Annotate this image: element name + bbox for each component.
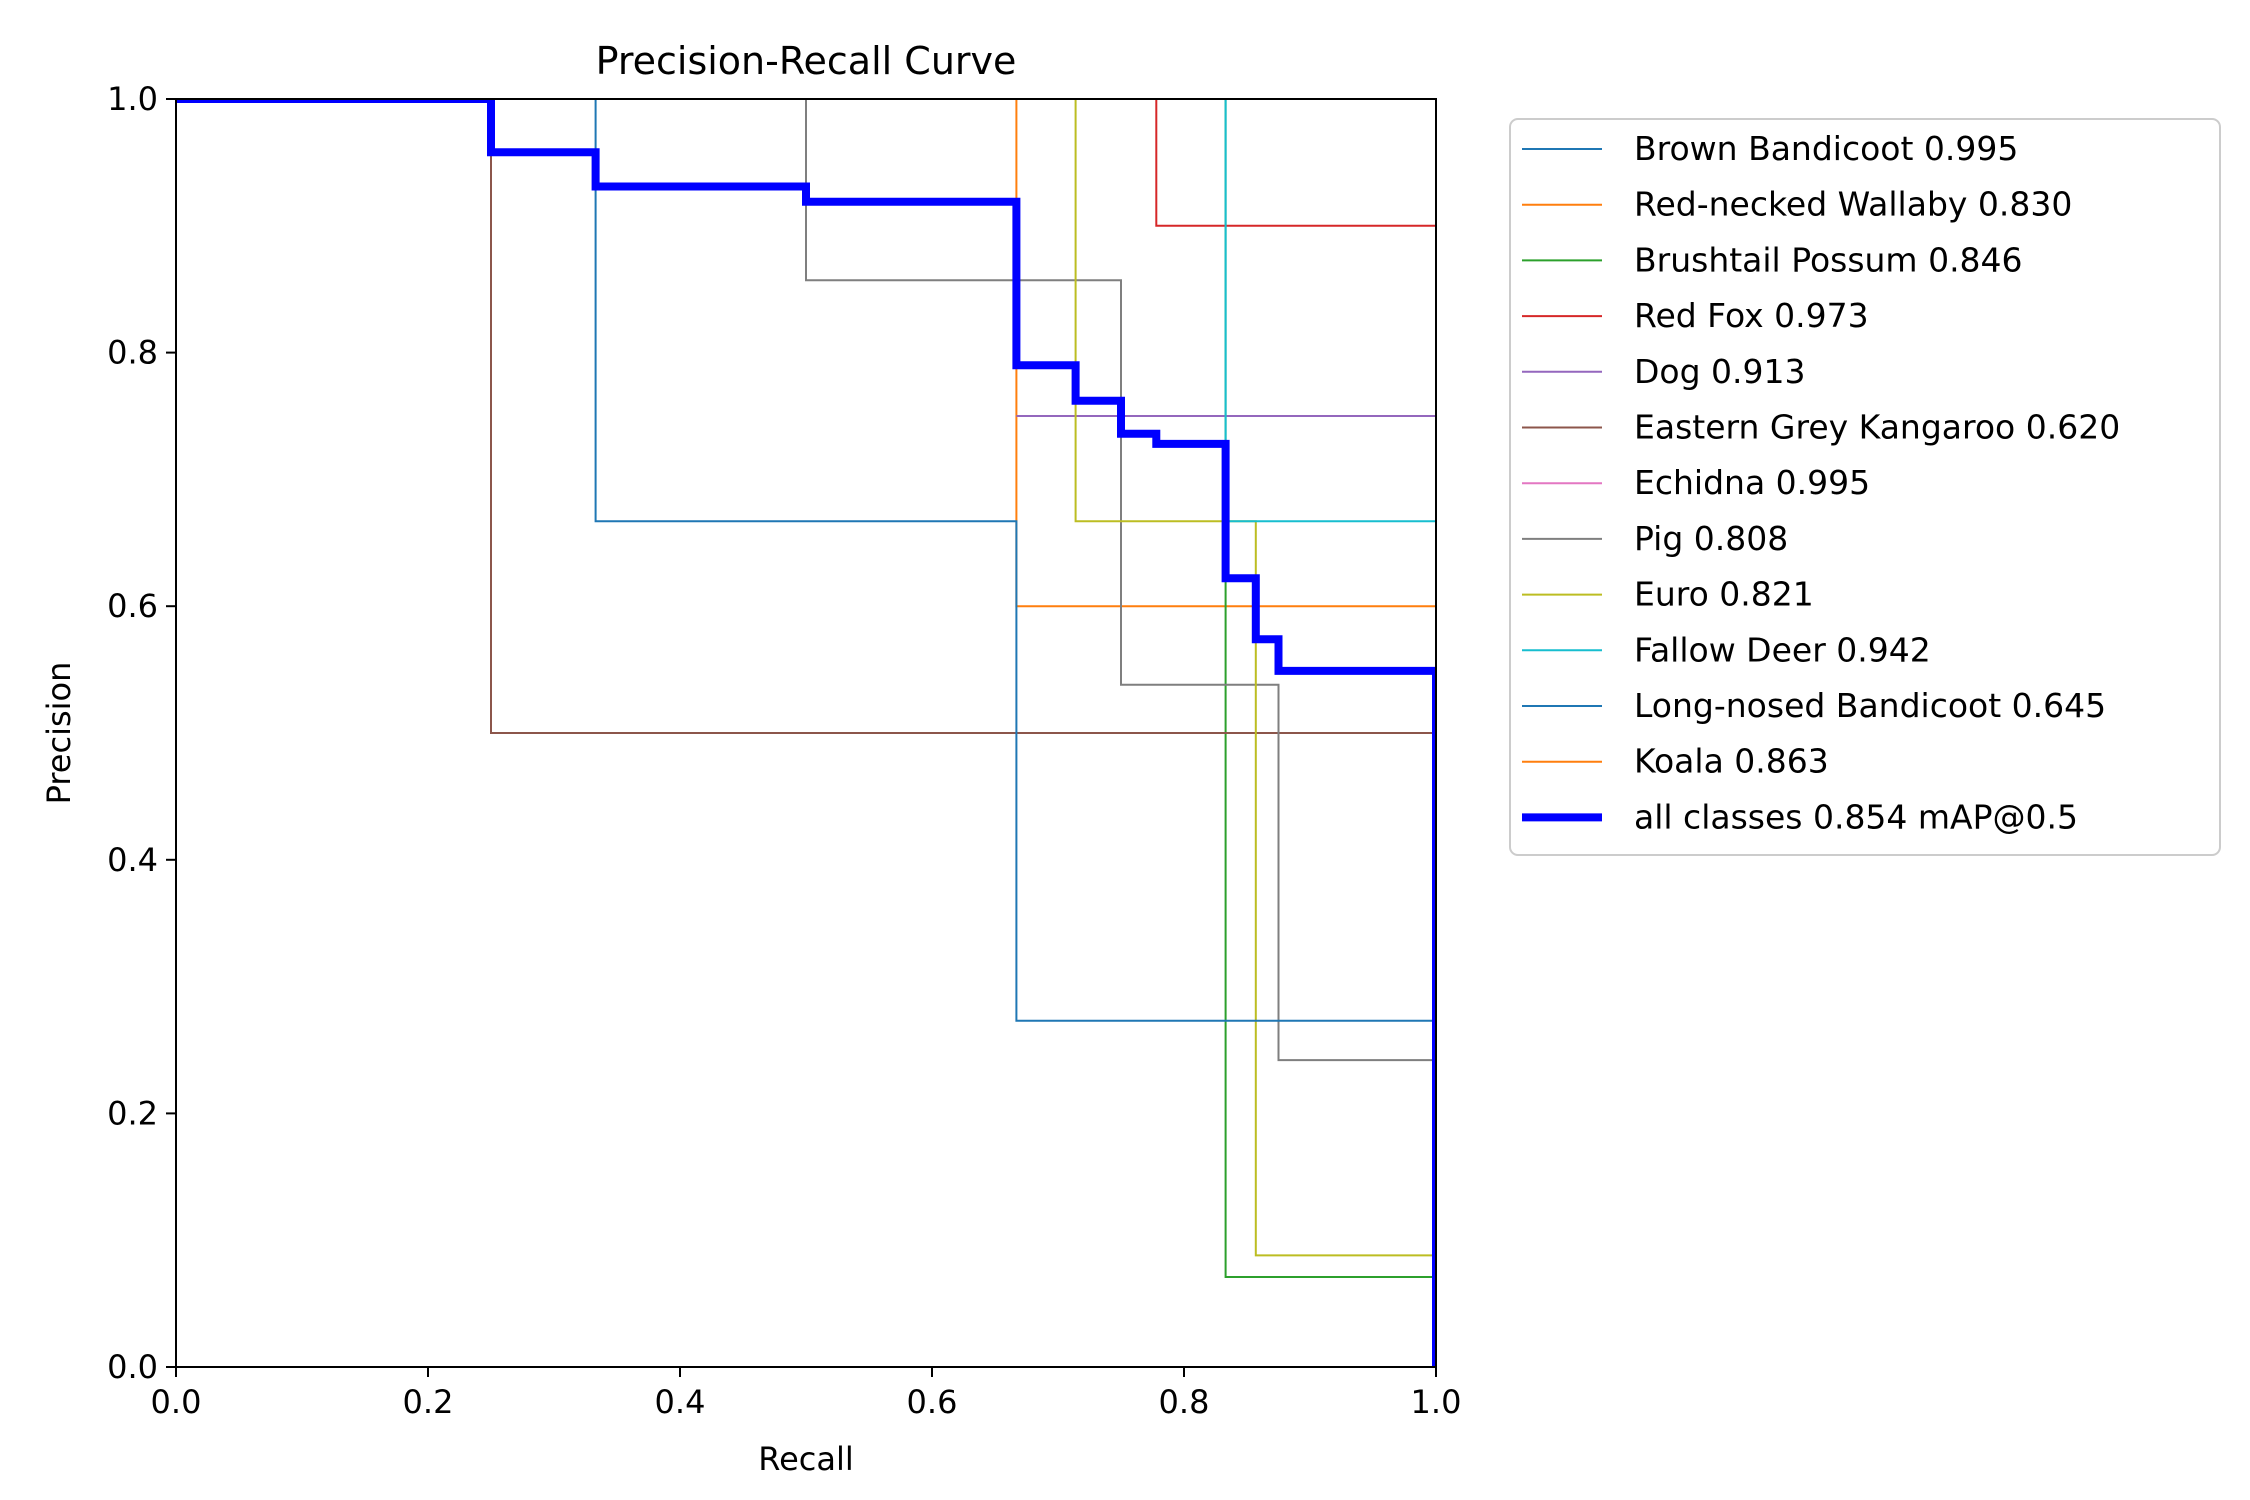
legend-label: Euro 0.821: [1634, 575, 1814, 614]
legend-label: Fallow Deer 0.942: [1634, 630, 1931, 669]
legend-label: all classes 0.854 mAP@0.5: [1634, 797, 2078, 836]
series-line-10: [594, 99, 1436, 1367]
series-line-9: [1224, 99, 1436, 1367]
legend-label: Brown Bandicoot 0.995: [1634, 129, 2018, 168]
legend-label: Red Fox 0.973: [1634, 296, 1869, 335]
x-tick-label: 0.6: [907, 1383, 958, 1421]
legend-label: Pig 0.808: [1634, 519, 1788, 558]
legend-label: Echidna 0.995: [1634, 463, 1870, 502]
x-axis-label: Recall: [758, 1440, 853, 1478]
x-axis: 0.0 0.2 0.4 0.6 0.8 1.0: [151, 1367, 1462, 1421]
y-axis-label: Precision: [40, 662, 78, 805]
y-tick-label: 0.0: [107, 1348, 158, 1386]
series-line-5: [176, 99, 1436, 1367]
legend-label: Koala 0.863: [1634, 742, 1829, 781]
series-line-12: [176, 99, 1436, 1367]
series-line-3: [1155, 99, 1436, 1367]
y-tick-label: 0.4: [107, 841, 158, 879]
y-axis: 0.0 0.2 0.4 0.6 0.8 1.0: [107, 80, 176, 1386]
legend: Brown Bandicoot 0.995 Red-necked Wallaby …: [1509, 118, 2221, 856]
series-layer: [176, 99, 1436, 1367]
legend-label: Eastern Grey Kangaroo 0.620: [1634, 408, 2120, 447]
legend-label: Red-necked Wallaby 0.830: [1634, 185, 2072, 224]
x-tick-label: 0.8: [1159, 1383, 1210, 1421]
legend-label: Long-nosed Bandicoot 0.645: [1634, 686, 2106, 725]
y-tick-label: 1.0: [107, 80, 158, 118]
y-tick-label: 0.2: [107, 1094, 158, 1132]
series-line-7: [805, 99, 1436, 1367]
x-tick-label: 0.2: [403, 1383, 454, 1421]
legend-frame: [1509, 118, 2221, 856]
y-tick-label: 0.8: [107, 334, 158, 372]
y-tick-label: 0.6: [107, 587, 158, 625]
chart-title: Precision-Recall Curve: [596, 39, 1017, 83]
x-tick-label: 0.4: [655, 1383, 706, 1421]
series-line-2: [1224, 99, 1436, 1367]
plot-frame: [175, 98, 1437, 1368]
legend-label: Brushtail Possum 0.846: [1634, 240, 2023, 279]
x-tick-label: 1.0: [1411, 1383, 1462, 1421]
series-line-8: [1074, 99, 1436, 1367]
x-tick-label: 0.0: [151, 1383, 202, 1421]
series-line-4: [1016, 415, 1436, 1367]
legend-label: Dog 0.913: [1634, 352, 1806, 391]
